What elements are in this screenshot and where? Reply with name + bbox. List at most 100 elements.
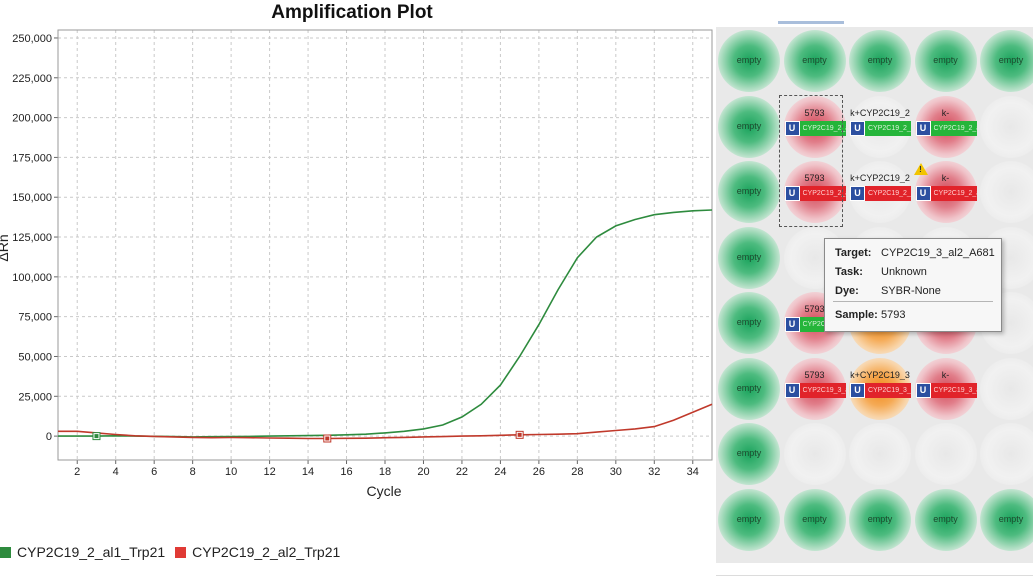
well-empty-label: empty	[736, 55, 762, 65]
plate-well[interactable]: empty	[914, 488, 977, 551]
plot-area[interactable]	[57, 29, 713, 461]
plate-well[interactable]	[783, 423, 846, 485]
y-tick-label: 200,000	[12, 113, 52, 125]
tooltip-separator	[833, 301, 993, 302]
x-tick-label: 12	[263, 466, 275, 478]
well-target-name: CYP2C19_2_al1	[802, 124, 846, 132]
tooltip-dye-key: Dye:	[835, 285, 859, 297]
x-tick-label: 30	[610, 466, 622, 478]
y-axis-ticks: 0 25,000 50,000 75,000 100,000 125,000 150,000…	[12, 33, 58, 443]
well-empty-label: empty	[933, 513, 958, 524]
well-target-name: CYP2C19_3_al2	[868, 386, 911, 394]
y-tick-label: 0	[46, 431, 52, 443]
task-unknown-icon: U	[915, 186, 931, 201]
x-tick-label: 8	[190, 466, 196, 478]
tooltip-sample-row: Sample: 5793	[835, 309, 905, 321]
plate-well[interactable]: empty	[718, 292, 780, 354]
well-empty-label: empty	[867, 55, 893, 65]
well-empty-label: empty	[802, 55, 827, 65]
y-tick-label: 250,000	[12, 33, 52, 45]
plate-well[interactable]: empty	[718, 161, 780, 223]
task-unknown-icon: U	[915, 382, 931, 398]
task-unknown-icon: U	[915, 120, 931, 136]
plate-well[interactable]	[849, 423, 911, 485]
legend-label-al1: CYP2C19_2_al1_Trp21	[17, 544, 166, 560]
plate-well[interactable]: empty	[980, 488, 1033, 551]
well-tooltip: Target: CYP2C19_3_al2_A681 Task: Unknown D…	[824, 238, 1002, 332]
well-empty-label: empty	[998, 55, 1024, 65]
well-target-name: CYP2C19_2_al2	[933, 190, 977, 197]
series-markers[interactable]	[92, 430, 524, 443]
plate-well[interactable]: empty	[783, 30, 846, 92]
task-unknown-icon: U	[784, 120, 800, 136]
tooltip-dye-value: SYBR-None	[881, 285, 941, 297]
tooltip-sample-key: Sample:	[835, 309, 878, 321]
plate-well[interactable]	[980, 357, 1033, 420]
y-tick-label: 125,000	[12, 232, 52, 244]
task-unknown-icon: U	[784, 317, 800, 332]
plate-well[interactable]: empty	[718, 423, 780, 485]
plate-well[interactable]	[914, 423, 977, 485]
plate-well[interactable]	[980, 423, 1033, 485]
plate-view-tab[interactable]	[778, 21, 844, 24]
tooltip-target-row: Target: CYP2C19_3_al2_A681	[835, 247, 995, 259]
plate-well[interactable]: empty	[980, 30, 1033, 92]
plate-well[interactable]: empty	[914, 30, 977, 92]
well-sample-name: k-	[941, 107, 950, 118]
x-tick-label: 6	[151, 466, 157, 478]
x-tick-label: 34	[687, 466, 699, 478]
well-target-name: CYP2C19_2_al2	[802, 190, 846, 197]
warning-mark: !	[919, 165, 922, 174]
plate-well[interactable]	[980, 95, 1033, 158]
plate-well[interactable]: empty	[783, 488, 846, 551]
grid-lines	[58, 30, 712, 460]
x-tick-label: 28	[571, 466, 583, 478]
x-tick-label: 14	[302, 466, 314, 478]
series-marker-core	[325, 436, 330, 441]
y-tick-label: 100,000	[12, 272, 52, 284]
well-empty-label: empty	[736, 513, 762, 524]
plate-well[interactable]: empty	[849, 30, 911, 92]
y-tick-label: 75,000	[18, 312, 52, 324]
plate-well[interactable]: empty	[718, 95, 780, 158]
legend-item-al1[interactable]: CYP2C19_2_al1_Trp21	[0, 544, 165, 560]
warning-icon[interactable]	[913, 163, 928, 175]
well-empty-label: empty	[736, 448, 762, 458]
x-tick-label: 2	[74, 466, 80, 478]
legend-swatch-al1	[0, 546, 11, 558]
well-target-name: CYP2C19_2_al1	[868, 124, 911, 132]
legend-item-al2[interactable]: CYP2C19_2_al2_Trp21	[175, 544, 340, 560]
plate-well[interactable]: empty	[718, 488, 780, 551]
x-tick-label: 26	[533, 466, 545, 478]
legend-label-al2: CYP2C19_2_al2_Trp21	[192, 544, 341, 560]
tooltip-dye-row: Dye: SYBR-None	[835, 285, 941, 297]
tooltip-target-value: CYP2C19_3_al2_A681	[881, 247, 995, 259]
plate-well[interactable]: empty	[718, 226, 780, 289]
plate-well[interactable]: empty	[718, 357, 780, 420]
y-tick-label: 50,000	[18, 351, 52, 363]
plate-well[interactable]: empty	[849, 488, 911, 551]
x-tick-label: 32	[648, 466, 660, 478]
series-line-2[interactable]	[58, 403, 713, 440]
series-marker-core	[94, 434, 99, 439]
tooltip-target-key: Target:	[835, 247, 872, 259]
plate-well[interactable]	[980, 161, 1033, 223]
plate-well[interactable]: empty	[718, 30, 780, 92]
task-unknown-icon: U	[850, 382, 865, 398]
task-unknown-icon: U	[850, 186, 865, 201]
well-sample-name: 5793	[804, 107, 825, 118]
